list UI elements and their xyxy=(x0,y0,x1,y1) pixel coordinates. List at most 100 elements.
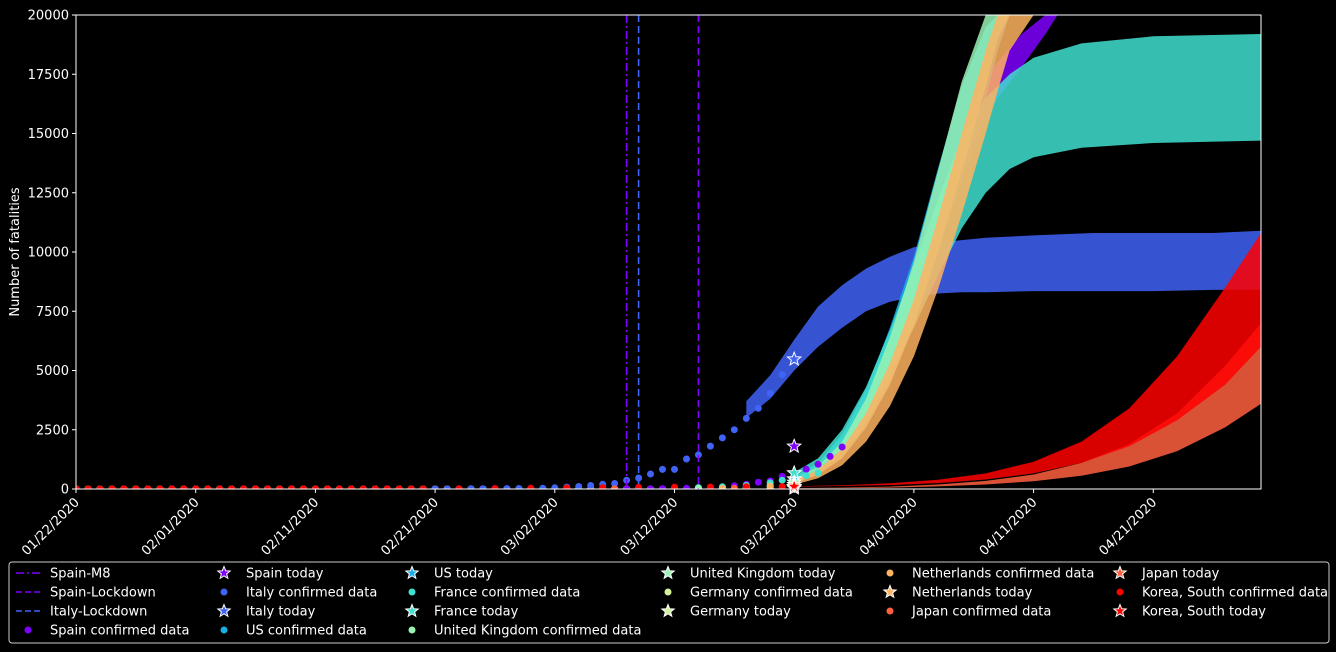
korea-south-confirmed-point xyxy=(84,485,92,489)
korea-south-confirmed-point xyxy=(407,485,415,489)
italy-confirmed-point xyxy=(575,483,583,489)
italy-confirmed-point xyxy=(778,371,786,379)
italy-confirmed-point xyxy=(754,404,762,412)
italy-confirmed-point xyxy=(431,485,439,489)
korea-south-confirmed-point xyxy=(635,483,643,489)
legend-label: United Kingdom confirmed data xyxy=(434,624,641,639)
france-confirmed-point xyxy=(778,476,786,484)
y-tick-label: 0 xyxy=(61,483,69,498)
korea-south-confirmed-point xyxy=(599,484,607,489)
y-axis-title: Number of fatalities xyxy=(8,187,23,317)
korea-south-confirmed-point xyxy=(168,485,176,489)
legend-dot-marker xyxy=(664,588,672,596)
italy-confirmed-point xyxy=(718,434,726,442)
legend-label: Italy today xyxy=(246,605,316,620)
legend-dot-marker xyxy=(886,607,894,615)
korea-south-confirmed-point xyxy=(706,483,714,489)
legend-label: Netherlands confirmed data xyxy=(912,567,1094,582)
italy-confirmed-point xyxy=(706,442,714,450)
korea-south-confirmed-point xyxy=(778,483,786,489)
legend-item-germany-confirmed-data: Germany confirmed data xyxy=(664,586,853,601)
italy-confirmed-point xyxy=(479,485,487,489)
spain-confirmed-point xyxy=(623,485,631,489)
legend-item-spain-lockdown: Spain-Lockdown xyxy=(16,586,156,601)
legend-label: Netherlands today xyxy=(912,586,1033,601)
legend-item-us-confirmed-data: US confirmed data xyxy=(220,624,367,639)
korea-south-confirmed-point xyxy=(180,485,188,489)
legend-item-united-kingdom-confirmed-data: United Kingdom confirmed data xyxy=(408,624,641,639)
legend-label: Korea, South confirmed data xyxy=(1142,586,1328,601)
korea-south-projection-band xyxy=(794,233,1261,487)
spain-confirmed-point xyxy=(683,484,690,489)
korea-south-confirmed-point xyxy=(288,485,295,489)
netherlands-confirmed-point xyxy=(766,483,774,489)
italy-confirmed-point xyxy=(683,455,690,463)
italy-projection-band xyxy=(746,230,1261,418)
legend-label: US confirmed data xyxy=(246,624,367,639)
legend-dot-marker xyxy=(408,626,416,634)
plot-area xyxy=(76,15,1261,495)
legend-item-france-today: France today xyxy=(404,603,519,620)
legend-star-marker xyxy=(660,565,676,580)
italy-confirmed-point xyxy=(551,484,559,489)
korea-south-confirmed-point xyxy=(395,485,403,489)
legend-star-marker xyxy=(1112,565,1128,580)
legend-label: Spain-M8 xyxy=(50,567,111,582)
legend-item-japan-today: Japan today xyxy=(1112,565,1220,582)
korea-south-confirmed-point xyxy=(216,485,224,489)
legend-item-japan-confirmed-data: Japan confirmed data xyxy=(886,605,1051,620)
legend-label: United Kingdom today xyxy=(690,567,836,582)
korea-south-confirmed-point xyxy=(156,485,164,489)
legend-label: Italy-Lockdown xyxy=(50,605,147,620)
legend-label: Spain confirmed data xyxy=(50,624,189,639)
legend-item-italy-today: Italy today xyxy=(216,603,316,620)
italy-confirmed-point xyxy=(515,485,523,489)
legend-star-marker xyxy=(216,603,232,618)
y-tick-label: 10000 xyxy=(28,246,69,261)
korea-south-confirmed-point xyxy=(742,483,750,489)
legend-item-germany-today: Germany today xyxy=(660,603,791,620)
spain-confirmed-point xyxy=(826,452,834,460)
legend-label: Spain today xyxy=(246,567,324,582)
legend-item-italy-lockdown: Italy-Lockdown xyxy=(16,605,147,620)
korea-south-confirmed-point xyxy=(228,485,236,489)
italy-confirmed-point xyxy=(671,465,678,473)
y-axis: 0 2500 5000 7500 10000 12500 15000 17500 20000 xyxy=(28,9,76,498)
legend-label: Japan today xyxy=(1141,567,1220,582)
legend-label: Korea, South today xyxy=(1142,605,1266,620)
italy-confirmed-point xyxy=(730,426,738,434)
legend-dot-marker xyxy=(886,569,894,577)
korea-south-confirmed-point xyxy=(371,485,379,489)
korea-south-confirmed-point xyxy=(264,485,271,489)
legend-item-italy-confirmed-data: Italy confirmed data xyxy=(220,586,377,601)
legend-label: US today xyxy=(434,567,493,582)
spain-confirmed-point xyxy=(838,443,846,451)
italy-confirmed-point xyxy=(611,480,619,487)
italy-confirmed-point xyxy=(694,451,702,459)
italy-today-star xyxy=(786,350,803,367)
legend-label: Spain-Lockdown xyxy=(50,586,156,601)
y-tick-label: 7500 xyxy=(36,305,69,320)
italy-confirmed-point xyxy=(659,465,666,473)
legend-star-marker xyxy=(404,565,420,580)
france-projection-band xyxy=(794,34,1261,479)
legend-item-united-kingdom-today: United Kingdom today xyxy=(660,565,836,582)
italy-confirmed-point xyxy=(467,485,475,489)
legend-star-marker xyxy=(404,603,420,618)
y-tick-label: 5000 xyxy=(36,364,69,379)
korea-south-confirmed-point xyxy=(455,485,463,489)
korea-south-confirmed-point xyxy=(252,485,259,489)
korea-south-confirmed-point xyxy=(144,485,152,489)
japan-confirmed-point xyxy=(730,484,738,489)
legend-dot-marker xyxy=(1116,588,1124,596)
legend-item-netherlands-today: Netherlands today xyxy=(882,584,1033,601)
legend-label: France today xyxy=(434,605,519,620)
france-confirmed-point xyxy=(814,469,822,477)
legend-dot-marker xyxy=(220,626,228,634)
korea-south-confirmed-point xyxy=(359,485,367,489)
legend: Spain-M8 Spain-Lockdown Italy-Lockdown Spai… xyxy=(8,561,1330,644)
legend-dot-marker xyxy=(24,626,32,634)
united-kingdom-confirmed-point xyxy=(694,485,702,489)
italy-confirmed-point xyxy=(766,389,774,397)
y-tick-label: 20000 xyxy=(28,9,69,24)
